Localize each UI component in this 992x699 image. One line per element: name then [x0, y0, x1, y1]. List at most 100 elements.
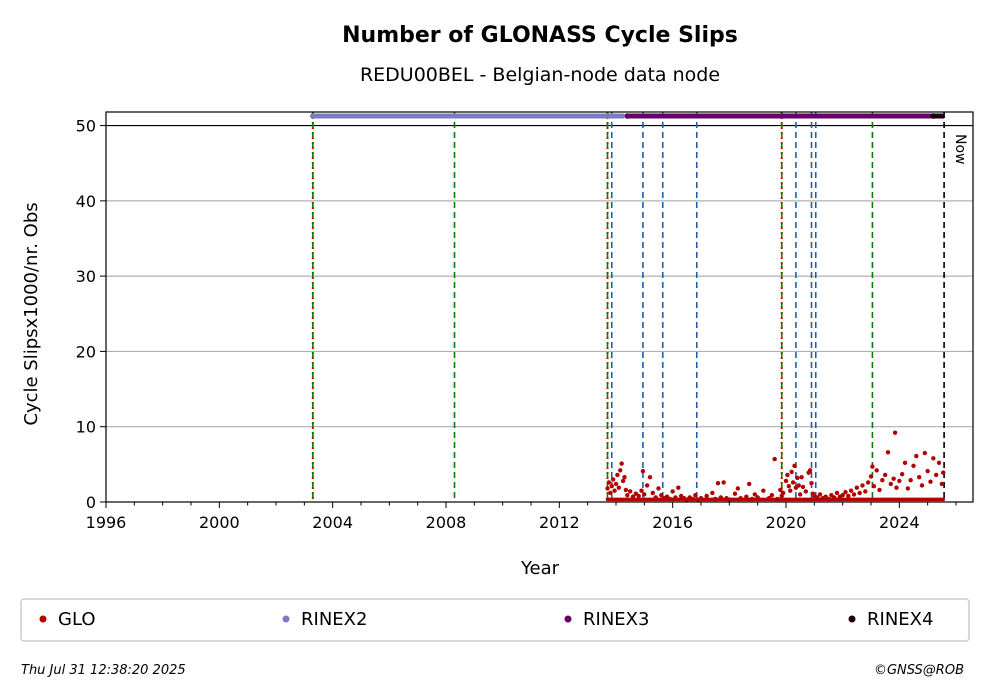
- data-point: [612, 488, 617, 493]
- data-point: [789, 469, 794, 475]
- data-points: [605, 430, 946, 502]
- data-point: [616, 485, 622, 490]
- y-tick-label: 20: [76, 342, 96, 361]
- data-point: [914, 453, 919, 459]
- data-point: [840, 493, 845, 498]
- data-point: [610, 477, 616, 482]
- data-point: [922, 450, 928, 456]
- data-point: [871, 483, 877, 489]
- data-point: [814, 495, 820, 500]
- rinex-bar-marker: [624, 113, 631, 119]
- data-point: [752, 492, 758, 497]
- data-point: [891, 476, 896, 481]
- data-point: [778, 487, 783, 493]
- legend-marker: [282, 615, 290, 623]
- data-point: [769, 493, 775, 498]
- data-point: [732, 491, 738, 496]
- data-point: [857, 490, 862, 496]
- data-point: [690, 496, 695, 502]
- data-point: [894, 485, 899, 490]
- y-tick-label: 0: [86, 493, 96, 512]
- data-point: [727, 497, 732, 502]
- data-point: [673, 495, 678, 500]
- data-point: [936, 460, 942, 466]
- data-point: [892, 430, 898, 435]
- data-point: [807, 468, 813, 473]
- data-point: [618, 468, 623, 473]
- data-point: [623, 487, 629, 493]
- legend-label: RINEX2: [301, 609, 367, 630]
- data-point: [799, 474, 804, 480]
- data-point: [715, 480, 721, 486]
- data-point: [882, 472, 888, 478]
- data-point: [653, 495, 658, 500]
- data-point: [885, 450, 891, 455]
- y-tick-label: 50: [76, 117, 96, 136]
- data-point: [854, 485, 860, 490]
- data-point: [746, 481, 752, 487]
- data-point: [620, 478, 626, 484]
- data-point: [902, 460, 908, 466]
- data-point: [792, 463, 797, 469]
- data-point: [712, 496, 718, 502]
- data-point: [817, 492, 823, 497]
- event-lines: [311, 112, 945, 502]
- now-label: Now: [952, 134, 968, 165]
- rinex-bars: [310, 113, 945, 119]
- x-axis-ticks: 1996 2000 2004 2008 2012 2016 2020 2024: [86, 502, 957, 532]
- data-point: [874, 468, 879, 473]
- data-point: [846, 493, 851, 499]
- data-point: [868, 474, 874, 479]
- data-point: [744, 494, 749, 499]
- data-point: [795, 475, 800, 481]
- data-point: [933, 472, 939, 478]
- data-point: [851, 492, 857, 497]
- data-point: [627, 489, 633, 494]
- x-tick-label: 2024: [879, 513, 920, 532]
- data-point: [605, 486, 610, 491]
- data-point: [803, 489, 809, 494]
- data-point: [613, 481, 619, 487]
- data-point: [877, 487, 882, 493]
- data-point: [880, 477, 885, 483]
- data-point: [766, 496, 772, 501]
- x-tick-label: 2008: [426, 513, 467, 532]
- legend-marker: [848, 615, 856, 623]
- data-point: [843, 490, 848, 495]
- data-point: [630, 494, 636, 499]
- data-point: [636, 493, 641, 499]
- data-point: [888, 481, 894, 487]
- data-point: [659, 493, 664, 498]
- x-tick-label: 2020: [766, 513, 807, 532]
- data-point: [609, 483, 614, 489]
- data-point: [916, 474, 922, 480]
- data-point: [863, 489, 868, 494]
- grid-lines: [106, 124, 973, 428]
- x-tick-label: 2004: [312, 513, 353, 532]
- data-point: [797, 492, 803, 497]
- data-point: [848, 488, 854, 493]
- y-axis-ticks: 0 10 20 30 40 50: [76, 117, 106, 512]
- y-tick-label: 10: [76, 418, 96, 437]
- data-point: [735, 486, 741, 491]
- data-point: [755, 495, 760, 500]
- footer-timestamp: Thu Jul 31 12:38:20 2025: [21, 663, 186, 678]
- data-point: [704, 493, 709, 499]
- data-point: [670, 489, 675, 494]
- data-point: [834, 490, 840, 496]
- data-point: [642, 492, 647, 497]
- data-point: [809, 480, 814, 486]
- data-point: [738, 496, 743, 501]
- legend-label: GLO: [58, 609, 96, 630]
- y-tick-label: 40: [76, 192, 96, 211]
- data-point: [606, 480, 612, 485]
- data-point: [710, 490, 715, 496]
- data-point: [826, 496, 831, 502]
- data-point: [656, 486, 661, 491]
- data-point: [761, 488, 766, 493]
- data-point: [780, 490, 786, 496]
- data-point: [718, 495, 724, 500]
- data-point: [619, 461, 624, 466]
- legend-marker: [39, 615, 47, 623]
